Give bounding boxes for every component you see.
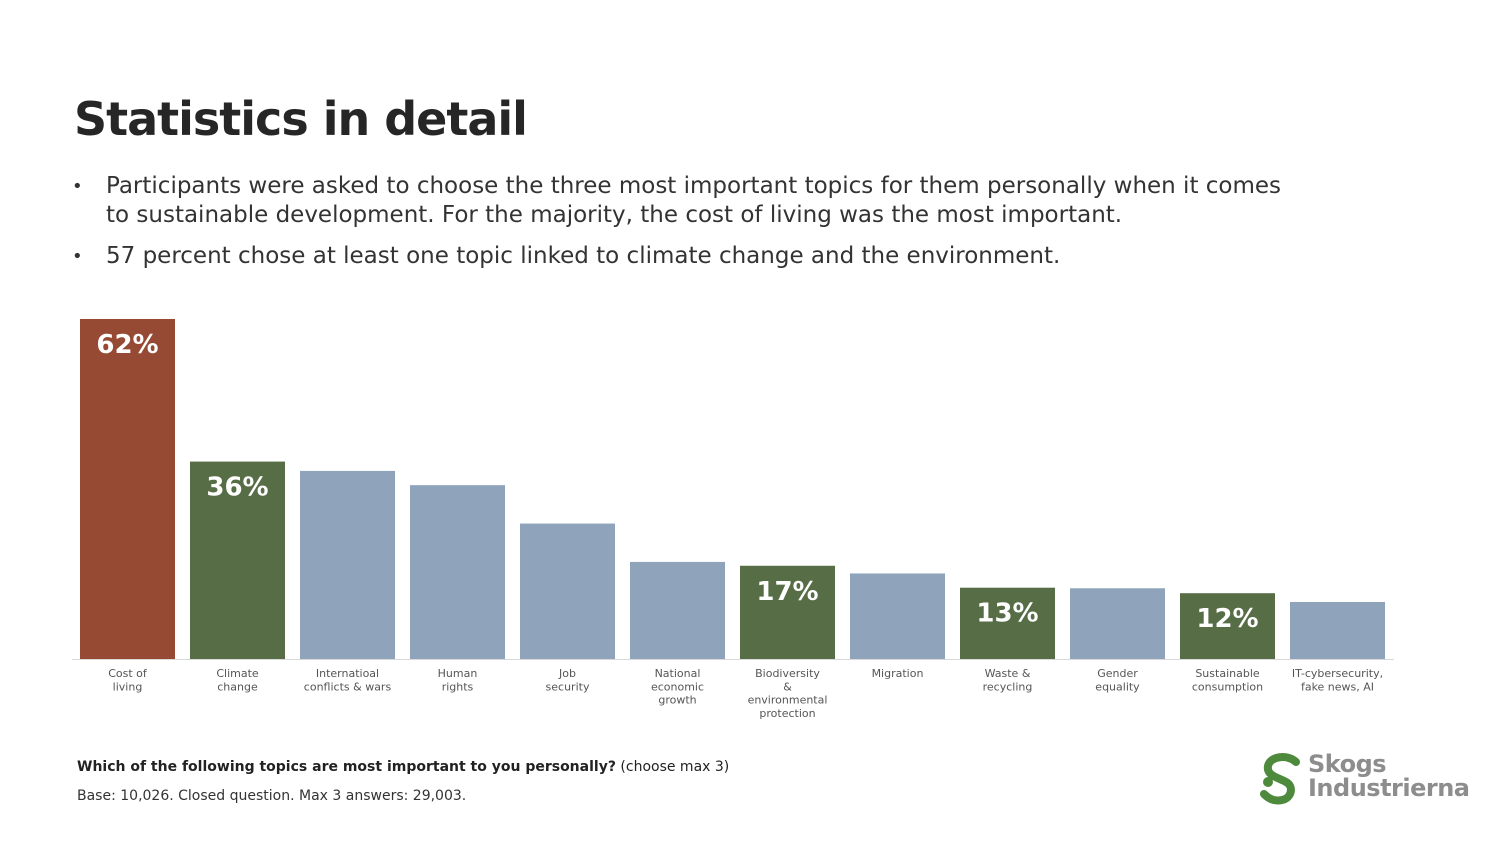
data-label: 36% — [206, 473, 268, 503]
logo-text: Skogs Industrierna — [1308, 752, 1470, 800]
bar — [410, 485, 505, 659]
category-label: IT-cybersecurity, fake news, AI — [1292, 667, 1383, 693]
category-label: Waste & recycling — [983, 667, 1033, 693]
bullet-list: • Participants were asked to choose the … — [72, 172, 1292, 283]
bullet-text: 57 percent chose at least one topic link… — [106, 243, 1061, 269]
category-label: Sustainable consumption — [1192, 667, 1263, 693]
bar — [740, 565, 835, 659]
bar — [190, 461, 285, 659]
logo-text-line2: Industrierna — [1308, 774, 1470, 802]
bullet-text: Participants were asked to choose the th… — [106, 173, 1282, 228]
logo-text-line1: Skogs — [1308, 750, 1387, 778]
data-label: 13% — [976, 599, 1038, 629]
logo-s-icon — [1260, 753, 1300, 805]
slide-title: Statistics in detail — [74, 92, 528, 146]
bar — [300, 470, 395, 659]
base-note: Base: 10,026. Closed question. Max 3 ans… — [77, 788, 467, 804]
bullet-dot: • — [72, 176, 83, 197]
bar — [520, 523, 615, 659]
data-label: 12% — [1196, 604, 1258, 634]
bullet-item: • 57 percent chose at least one topic li… — [72, 242, 1292, 271]
bar — [850, 573, 945, 659]
category-label: Climate change — [216, 667, 259, 693]
bar — [1180, 593, 1275, 659]
category-label: Human rights — [438, 667, 478, 693]
category-label: Biodiversity & environmental protection — [748, 667, 828, 720]
category-label: Migration — [872, 667, 924, 680]
category-label: Cost of living — [108, 667, 148, 693]
category-label: Internatioal conflicts & wars — [304, 667, 392, 693]
bar — [1070, 588, 1165, 659]
category-label: Job security — [546, 667, 590, 693]
bullet-item: • Participants were asked to choose the … — [72, 172, 1292, 230]
category-label: National economic growth — [651, 667, 704, 707]
question-text: Which of the following topics are most i… — [77, 759, 616, 775]
bar — [630, 561, 725, 659]
skogsindustrierna-logo: Skogs Industrierna — [1258, 752, 1470, 808]
bar — [1290, 601, 1385, 659]
survey-question: Which of the following topics are most i… — [77, 759, 729, 775]
category-label: Gender equality — [1095, 667, 1140, 693]
bar — [960, 587, 1055, 659]
question-note: (choose max 3) — [620, 759, 730, 775]
data-label: 62% — [96, 330, 158, 360]
data-label: 17% — [756, 577, 818, 607]
bar — [80, 319, 175, 659]
bullet-dot: • — [72, 246, 83, 267]
